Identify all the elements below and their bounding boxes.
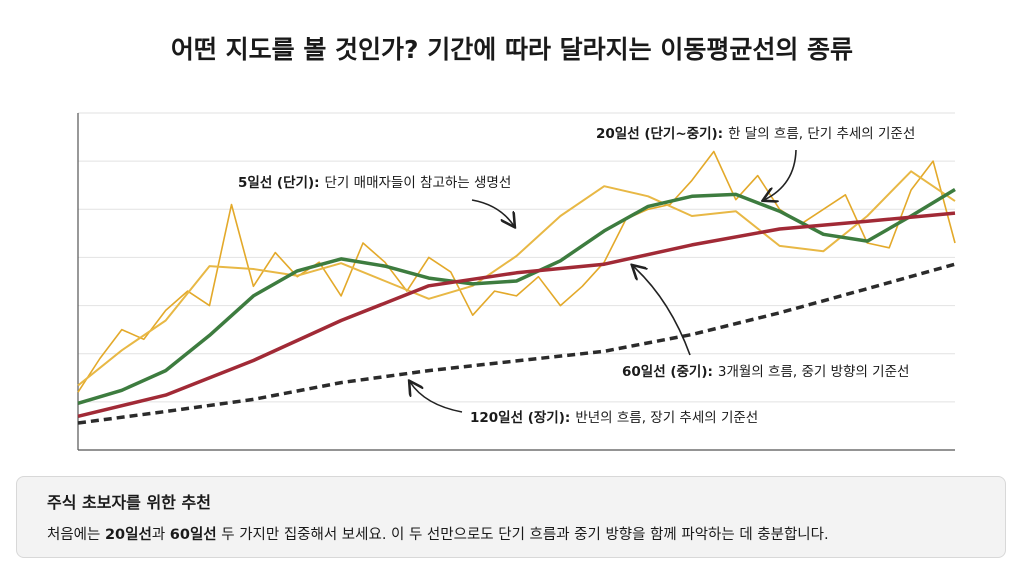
annotation: 120일선 (장기): 반년의 흐름, 장기 추세의 기준선	[470, 409, 758, 426]
tip-title: 주식 초보자를 위한 추천	[47, 493, 211, 512]
page: {"chart_data":{"type":"line","title":"어떤…	[16, 35, 1006, 558]
annotation-text: 3개월의 흐름, 중기 방향의 기준선	[718, 364, 910, 380]
tip-text-part: 과	[151, 527, 170, 543]
annotation-label: 120일선 (장기):	[470, 409, 570, 426]
tip-text-part: 두 가지만 집중해서 보세요. 이 두 선만으로도 단기 흐름과 중기 방향을 …	[216, 527, 829, 543]
chart-title: 어떤 지도를 볼 것인가? 기간에 따라 달라지는 이동평균선의 종류	[171, 35, 853, 64]
annotation-text: 반년의 흐름, 장기 추세의 기준선	[575, 410, 758, 426]
tip-emphasis: 20일선	[104, 527, 152, 543]
annotation-text: 단기 매매자들이 참고하는 생명선	[325, 175, 512, 191]
annotation-label: 20일선 (단기~중기):	[596, 125, 723, 142]
arrow	[471, 199, 514, 226]
series-line	[77, 170, 956, 387]
tip-box: 주식 초보자를 위한 추천 처음에는 20일선과 60일선 두 가지만 집중해서…	[16, 476, 1006, 558]
tip-text-part: 처음에는	[47, 527, 105, 543]
chart: 어떤 지도를 볼 것인가? 기간에 따라 달라지는 이동평균선의 종류 5일선 …	[77, 35, 956, 451]
arrow	[633, 266, 691, 356]
tip-emphasis: 60일선	[169, 527, 217, 543]
annotation-text: 한 달의 흐름, 단기 추세의 기준선	[728, 126, 915, 142]
arrow	[764, 149, 797, 200]
series-line	[77, 150, 956, 393]
series-line	[77, 262, 956, 425]
annotation: 60일선 (중기): 3개월의 흐름, 중기 방향의 기준선	[622, 364, 909, 380]
annotation: 20일선 (단기~중기): 한 달의 흐름, 단기 추세의 기준선	[596, 125, 915, 142]
tip-text: 처음에는 20일선과 60일선 두 가지만 집중해서 보세요. 이 두 선만으로…	[47, 523, 975, 544]
series-line	[77, 211, 956, 419]
annotation: 5일선 (단기): 단기 매매자들이 참고하는 생명선	[238, 174, 511, 191]
annotation-label: 5일선 (단기):	[238, 174, 320, 191]
annotation-label: 60일선 (중기):	[622, 364, 713, 380]
arrow	[410, 382, 463, 413]
